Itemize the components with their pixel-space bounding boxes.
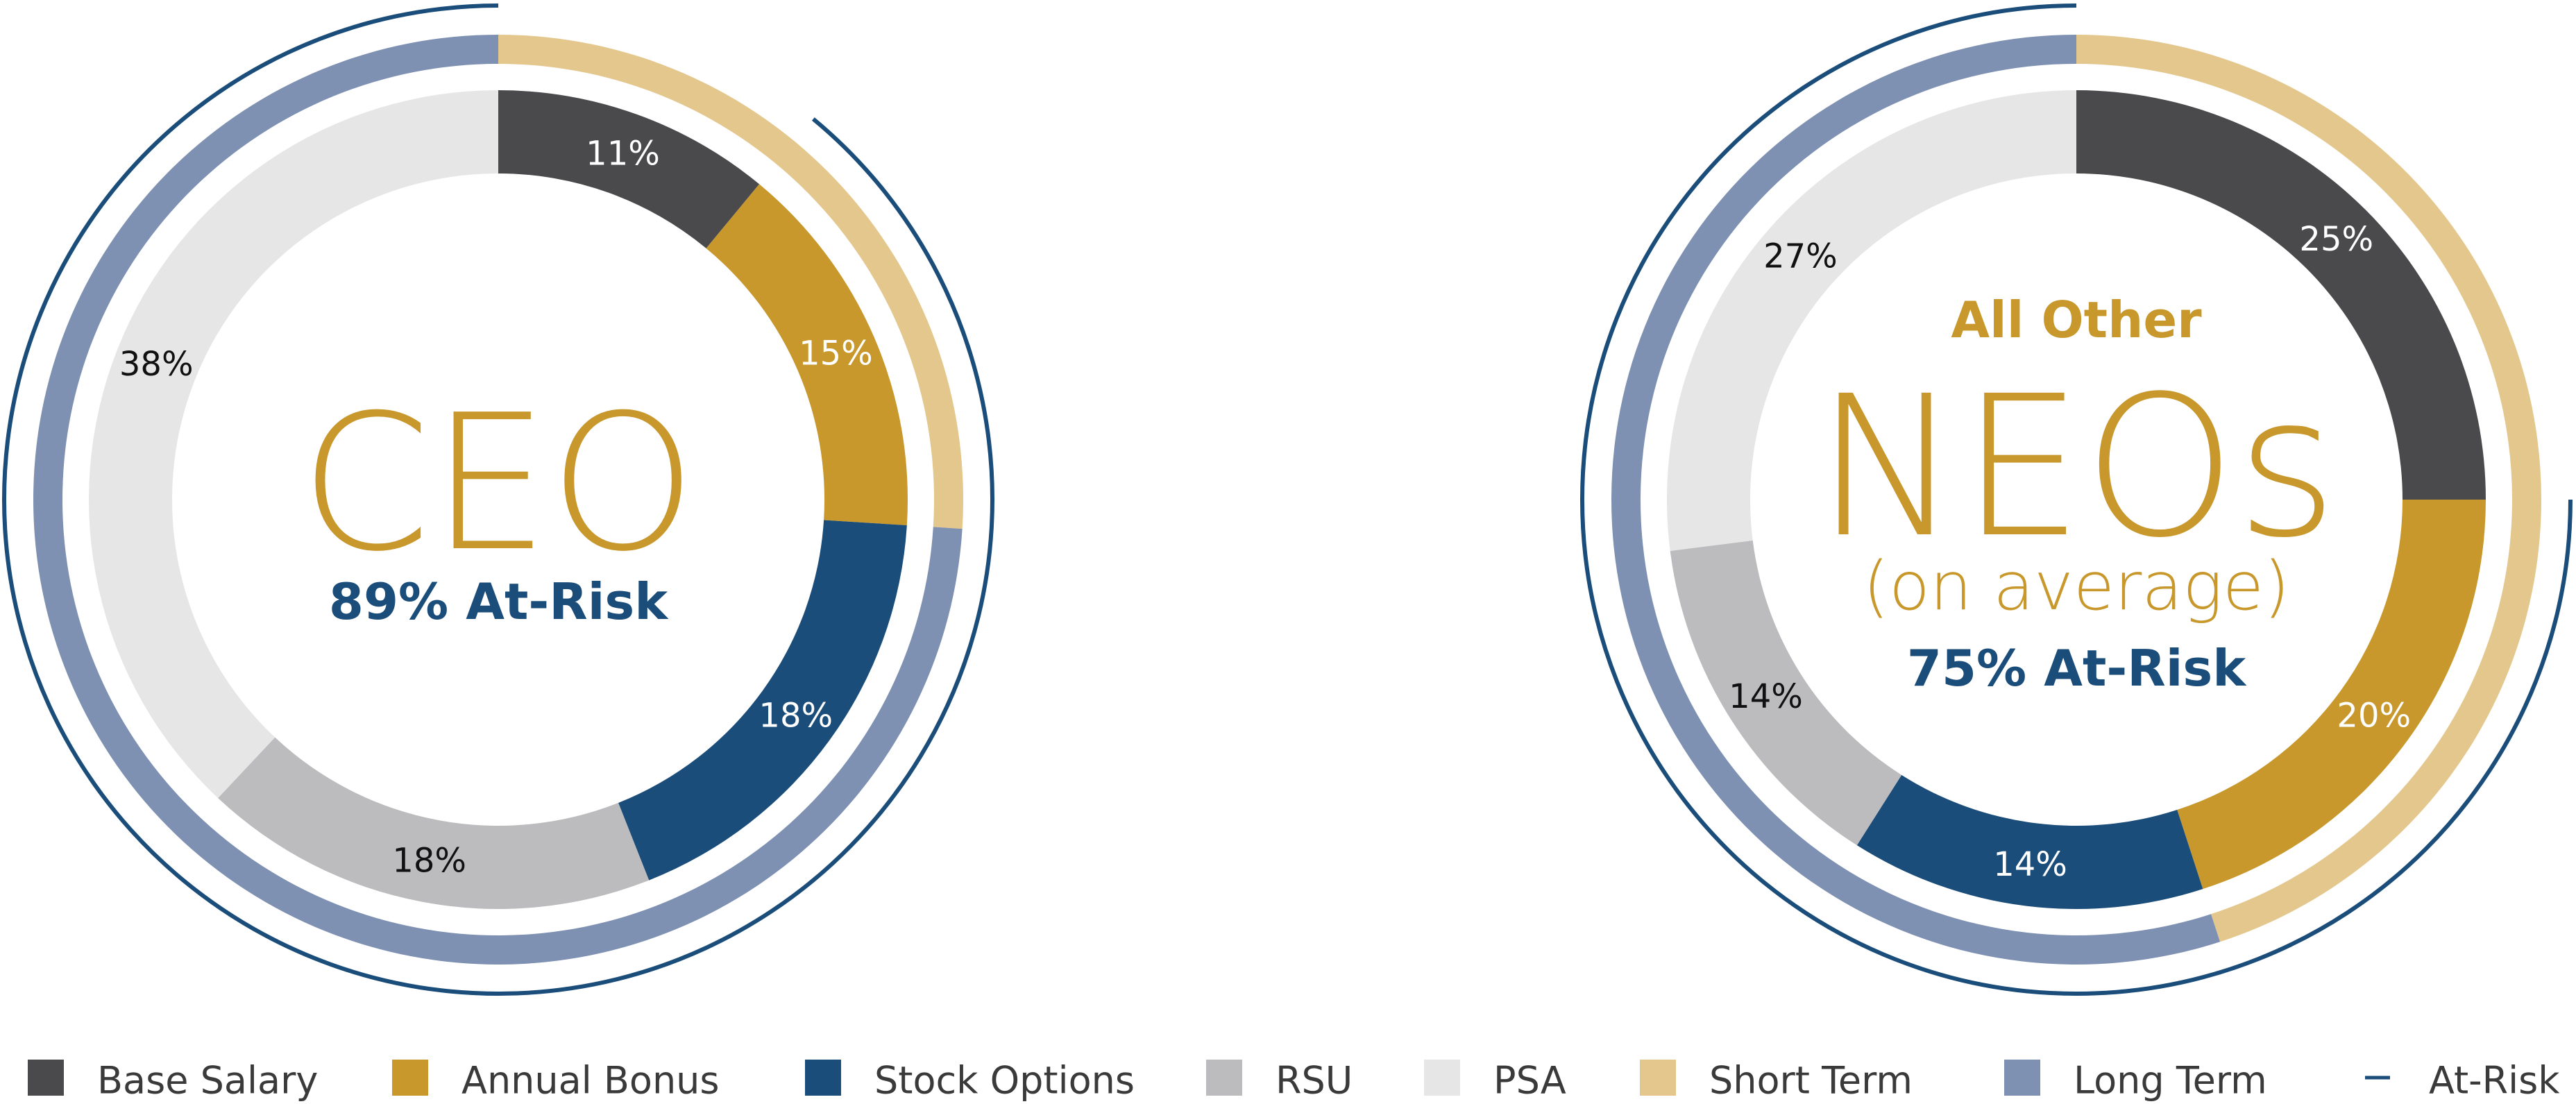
segment-label-annual-bonus: 15% <box>799 334 873 373</box>
legend-swatch <box>1206 1060 1242 1096</box>
at-risk-arc <box>2 3 994 996</box>
segment-annual-bonus <box>706 184 908 526</box>
legend-label: RSU <box>1276 1059 1353 1103</box>
legend-swatch <box>392 1060 428 1096</box>
legend-label: At-Risk <box>2429 1059 2560 1103</box>
legend-item-stock-options: Stock Options <box>805 1059 1135 1103</box>
neo-title-bottom: (on average) <box>1863 547 2290 625</box>
segment-rsu <box>218 737 650 909</box>
legend-item-rsu: RSU <box>1206 1059 1353 1103</box>
neo-donut-chart: 25% 20% 14% 14% 27% All Other NEOs(on average)… <box>1580 3 2573 996</box>
segment-label-base-salary: 11% <box>586 134 660 173</box>
legend-item-short-term: Short Term <box>1640 1059 1913 1103</box>
segment-base-salary <box>498 90 760 248</box>
segment-rsu <box>1670 540 1902 846</box>
legend: Base Salary Annual Bonus Stock Options RSU P… <box>28 1059 2560 1103</box>
legend-label: PSA <box>1493 1059 1566 1103</box>
legend-swatch <box>805 1060 841 1096</box>
ceo-at-risk-label: 89% At-Risk <box>329 572 669 631</box>
legend-item-annual-bonus: Annual Bonus <box>392 1059 720 1103</box>
segment-label-annual-bonus: 20% <box>2337 697 2411 736</box>
segment-stock-options <box>618 520 907 881</box>
legend-label: Base Salary <box>97 1059 318 1103</box>
legend-item-long-term: Long Term <box>2004 1059 2267 1103</box>
segment-label-psa: 27% <box>1763 237 1838 276</box>
segment-label-rsu: 14% <box>1729 677 1803 716</box>
legend-label: Long Term <box>2074 1059 2267 1103</box>
legend-item-base-salary: Base Salary <box>28 1059 318 1103</box>
segment-psa <box>89 90 498 799</box>
legend-item-at-risk: At-Risk <box>2365 1059 2560 1103</box>
segment-label-stock-options: 18% <box>759 697 833 736</box>
legend-swatch <box>2004 1060 2040 1096</box>
segment-label-base-salary: 25% <box>2299 220 2373 259</box>
legend-swatch <box>28 1060 64 1096</box>
legend-swatch <box>1640 1060 1676 1096</box>
neo-title-top: All Other <box>1951 291 2202 349</box>
segment-stock-options <box>1856 774 2203 909</box>
neo-title: NEOs <box>1815 355 2338 581</box>
segment-label-stock-options: 14% <box>1993 845 2067 884</box>
segment-base-salary <box>2076 90 2486 500</box>
ceo-title: CEO <box>300 374 697 593</box>
legend-label: Short Term <box>1709 1059 1913 1103</box>
at-risk-arc <box>1580 3 2573 996</box>
legend-label: Stock Options <box>874 1059 1135 1103</box>
legend-label: Annual Bonus <box>461 1059 720 1103</box>
segment-annual-bonus <box>2177 500 2486 890</box>
legend-swatch <box>1424 1060 1460 1096</box>
segment-label-psa: 38% <box>119 345 194 384</box>
segment-label-rsu: 18% <box>392 842 466 881</box>
legend-item-psa: PSA <box>1424 1059 1566 1103</box>
neo-at-risk-label: 75% At-Risk <box>1907 639 2247 697</box>
segment-psa <box>1667 90 2076 551</box>
